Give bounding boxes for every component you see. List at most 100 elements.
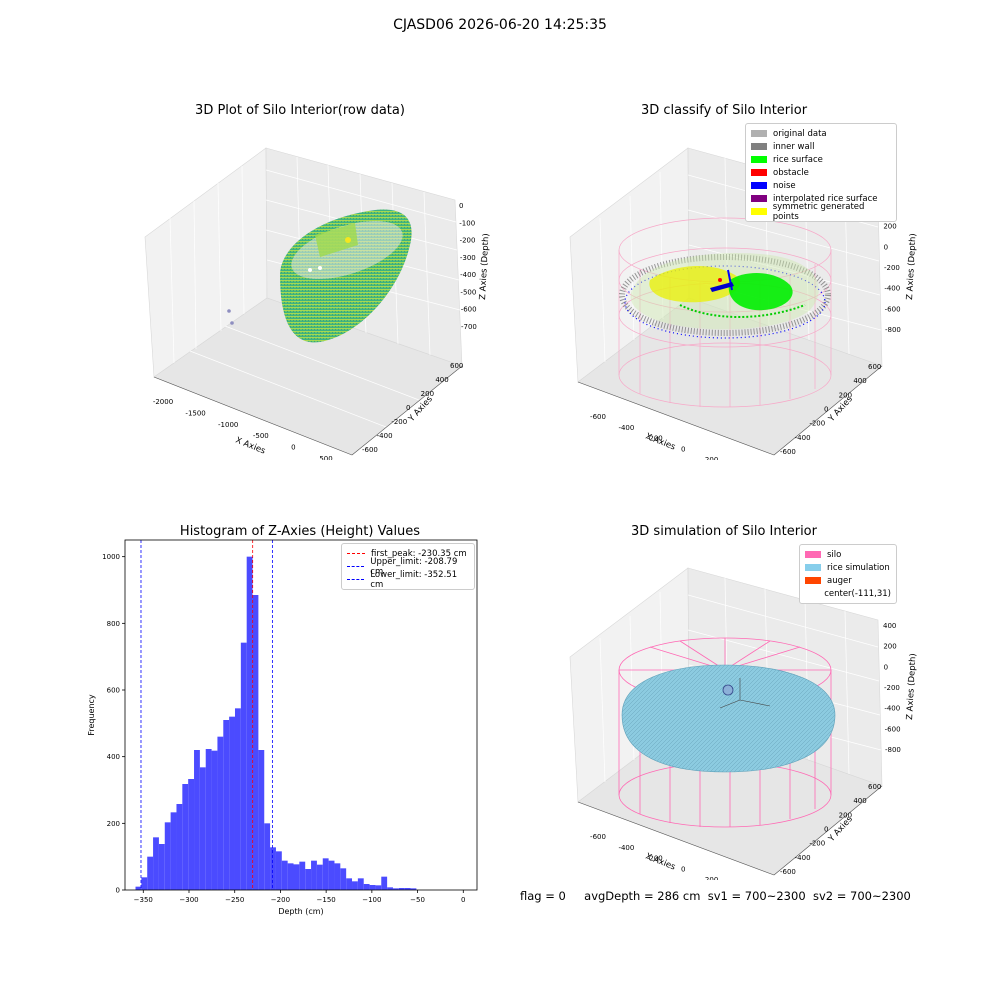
cls-x-tick-label: 0 [681,445,685,453]
histogram-legend-line [347,553,365,554]
sim-y-tick-label: -600 [780,868,796,876]
raw-y-tick-label: -600 [362,446,378,454]
histogram-y-tick-label: 1000 [102,553,120,561]
histogram-bar [392,888,399,890]
histogram-bar [135,886,142,890]
simulation-zlabel: Z Axies (Depth) [905,653,918,720]
simulation-legend-label: center(-111,31) [824,588,891,599]
classify-legend-label: symmetric generated points [772,201,865,222]
classify-plot-title: 3D classify of Silo Interior [640,103,808,118]
histogram-bar [194,750,200,890]
cls-z-tick-label: 0 [884,243,888,251]
classify-legend-swatch [751,169,767,176]
simulation-legend-label: silo [827,549,842,560]
cls-y-tick-label: -200 [809,420,825,428]
histogram-bar [223,720,230,890]
simulation-legend-label: rice simulation [827,562,890,573]
raw-y-tick-label: 600 [450,362,463,370]
histogram-bar [404,888,411,890]
histogram-bar [182,784,189,890]
classify-legend-swatch [751,208,767,215]
histogram-bar [375,885,382,890]
classify-legend-label: inner wall [773,141,815,152]
histogram-bar [305,869,312,890]
sim-z-tick-label: -200 [884,684,900,692]
sim-x-tick-label: -200 [647,855,663,863]
raw-plot-title: 3D Plot of Silo Interior(row data) [195,103,405,118]
classify-legend-label: original data [773,128,827,139]
histogram-bar [363,884,370,890]
raw-z-tick-label: -600 [461,306,477,314]
histogram-y-tick-label: 0 [116,887,120,895]
histogram-bar [410,888,417,890]
histogram-bar [211,750,218,890]
histogram-bar [199,767,206,890]
cls-z-tick-label: -600 [885,305,901,313]
sim-y-tick-label: 200 [839,811,852,819]
cls-z-tick-label: -400 [884,285,900,293]
histogram-bar [299,861,306,890]
histogram-bar [398,888,405,890]
cls-y-tick-label: 0 [824,406,828,414]
classify-legend-item: inner wall [751,140,891,153]
raw-point-cloud [280,209,412,343]
histogram-y-tick-label: 200 [107,820,120,828]
cls-x-tick-label: -200 [647,435,663,443]
histogram-legend-label: first_peak: -230.35 cm [371,548,467,559]
raw-z-tick-label: -700 [461,323,477,331]
simulation-legend-item: auger [805,574,891,587]
raw-y-tick-label: 0 [406,404,410,412]
raw-y-tick-label: 200 [421,390,434,398]
classify-legend-label: noise [773,180,796,191]
classify-legend-swatch [751,182,767,189]
histogram-bar [357,878,364,890]
raw-x-tick-label: -2000 [153,398,173,406]
histogram-bar [316,864,323,890]
histogram-bar [270,847,276,890]
histogram-bar [158,844,165,890]
cls-y-tick-label: 200 [839,391,852,399]
avg-depth-text: avgDepth = 286 cm [584,889,701,903]
sim-x-tick-label: -400 [618,844,634,852]
histogram-legend-item: first_peak: -230.35 cm [347,547,469,560]
classify-legend-item: interpolated rice surface [751,192,891,205]
histogram-x-tick-label: 0 [461,896,465,904]
histogram-bar [275,851,282,890]
cls-z-tick-label: -200 [884,264,900,272]
raw-z-tick-label: -500 [460,288,476,296]
histogram-x-tick-label: −250 [225,896,244,904]
cls-x-tick-label: -600 [590,413,606,421]
histogram-bar [234,708,241,890]
histogram-x-tick-label: −300 [179,896,198,904]
histogram-bar [322,858,329,890]
histogram-x-tick-label: −150 [317,896,336,904]
sim-z-tick-label: 200 [883,643,896,651]
simulation-legend: silo rice simulation auger center(-111,31) [799,544,897,604]
histogram-legend-label: Upper_limit: -208.79 cm [370,556,458,577]
histogram-y-tick-label: 600 [107,687,120,695]
histogram-bar [217,736,224,890]
sim-z-tick-label: 0 [884,663,888,671]
histogram-ylabel: Frequency [87,694,96,736]
simulation-plot-title: 3D simulation of Silo Interior [631,524,817,539]
histogram-bar [346,878,353,890]
histogram-bar [369,885,376,890]
histogram-x-tick-label: −100 [362,896,381,904]
sim-z-tick-label: 400 [883,622,896,630]
histogram-legend-item: Upper_limit: -208.79 cm [347,557,469,577]
raw-z-tick-label: 0 [459,202,463,210]
simulation-rice-surface [621,664,836,773]
classify-legend-swatch [751,130,767,137]
histogram-x-tick-label: −200 [271,896,290,904]
histogram-bar [188,779,195,890]
histogram-bars [135,556,417,890]
sim-y-tick-label: 0 [824,826,828,834]
cls-y-tick-label: 400 [853,377,866,385]
cls-y-tick-label: -400 [795,434,811,442]
classify-legend-item: symmetric generated points [751,202,891,222]
status-footer: flag = 0 avgDepth = 286 cm sv1 = 700~230… [520,889,911,903]
histogram-bar [170,812,177,890]
raw-z-tick-label: -100 [459,219,475,227]
